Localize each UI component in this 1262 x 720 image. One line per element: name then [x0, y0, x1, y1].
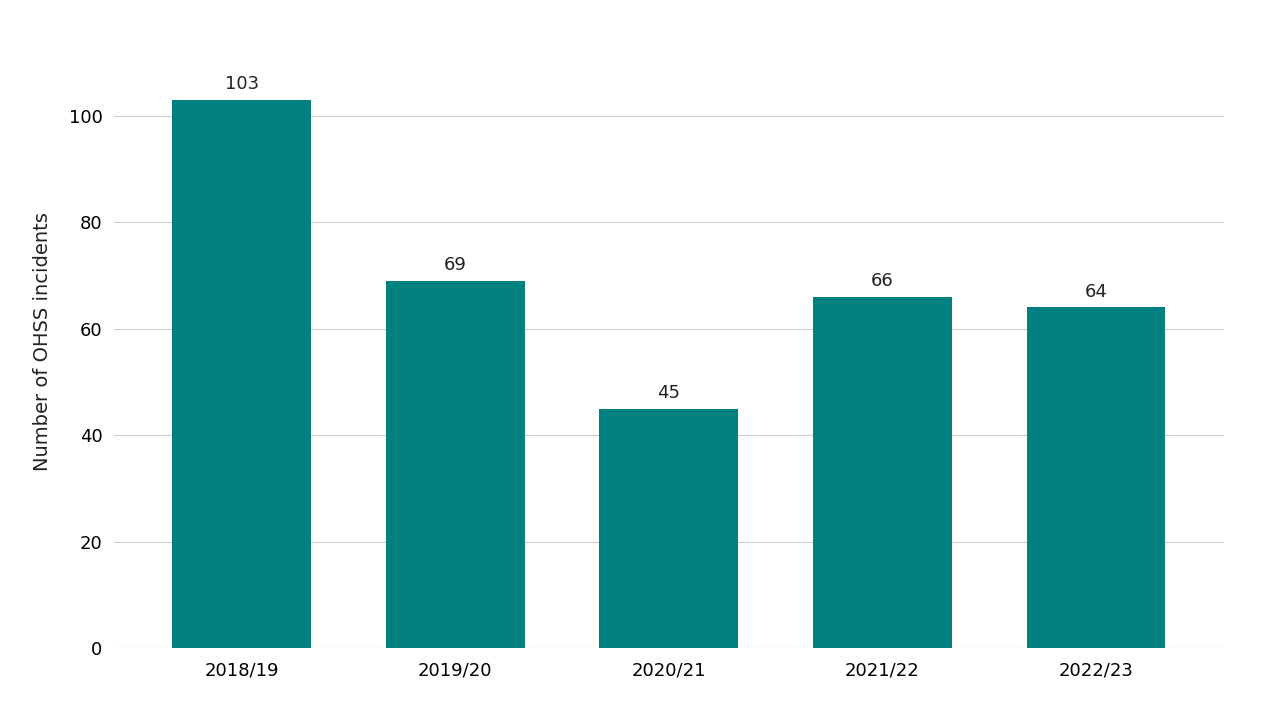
- Bar: [813, 297, 952, 648]
- Text: 64: 64: [1084, 283, 1108, 301]
- Text: 103: 103: [225, 76, 259, 94]
- Bar: [599, 408, 738, 648]
- Text: 69: 69: [444, 256, 467, 274]
- Bar: [1026, 307, 1165, 648]
- Text: 66: 66: [871, 272, 893, 290]
- Bar: [173, 100, 312, 648]
- Bar: [386, 281, 525, 648]
- Y-axis label: Number of OHSS incidents: Number of OHSS incidents: [33, 212, 52, 472]
- Text: 45: 45: [658, 384, 680, 402]
